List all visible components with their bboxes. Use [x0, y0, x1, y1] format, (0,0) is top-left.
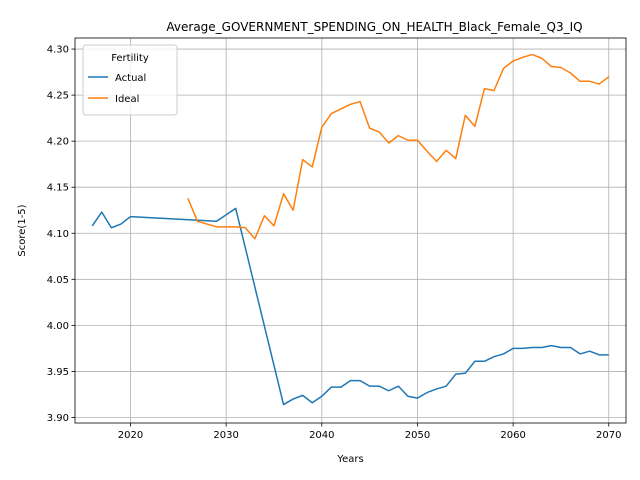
series-line-ideal [187, 53, 610, 240]
x-tick-label: 2030 [213, 430, 238, 441]
x-tick-label: 2020 [118, 430, 143, 441]
plot-frame [74, 37, 627, 424]
x-tick-label: 2050 [405, 430, 430, 441]
x-axis-label: Years [336, 454, 363, 465]
y-tick-label: 4.10 [47, 229, 69, 240]
x-tick-label: 2040 [309, 430, 334, 441]
legend-entries: Actual Ideal [88, 73, 146, 105]
series-line-actual [91, 207, 609, 406]
grid [75, 38, 626, 423]
y-tick-label: 4.05 [47, 275, 69, 286]
legend-label-actual: Actual [115, 73, 146, 84]
y-tick-label: 4.25 [47, 91, 69, 102]
y-tick-label: 3.95 [47, 367, 69, 378]
x-axis: 2020 2030 2040 2050 2060 2070 [118, 423, 622, 441]
y-tick-label: 4.00 [47, 321, 69, 332]
chart-title: Average_GOVERNMENT_SPENDING_ON_HEALTH_Bl… [166, 20, 582, 34]
y-axis: 3.90 3.95 4.00 4.05 4.10 4.15 4.20 4.25 4.30 [47, 45, 75, 424]
series-lines [91, 53, 610, 406]
y-tick-label: 4.15 [47, 183, 69, 194]
x-tick-label: 2070 [596, 430, 621, 441]
legend-title: Fertility [111, 53, 149, 64]
y-tick-label: 3.90 [47, 413, 69, 424]
x-tick-label: 2060 [500, 430, 525, 441]
legend-label-ideal: Ideal [115, 94, 139, 105]
legend: Fertility Actual Ideal [82, 44, 178, 116]
y-axis-label: Score(1-5) [17, 204, 28, 256]
y-tick-label: 4.20 [47, 137, 69, 148]
y-tick-label: 4.30 [47, 45, 69, 56]
